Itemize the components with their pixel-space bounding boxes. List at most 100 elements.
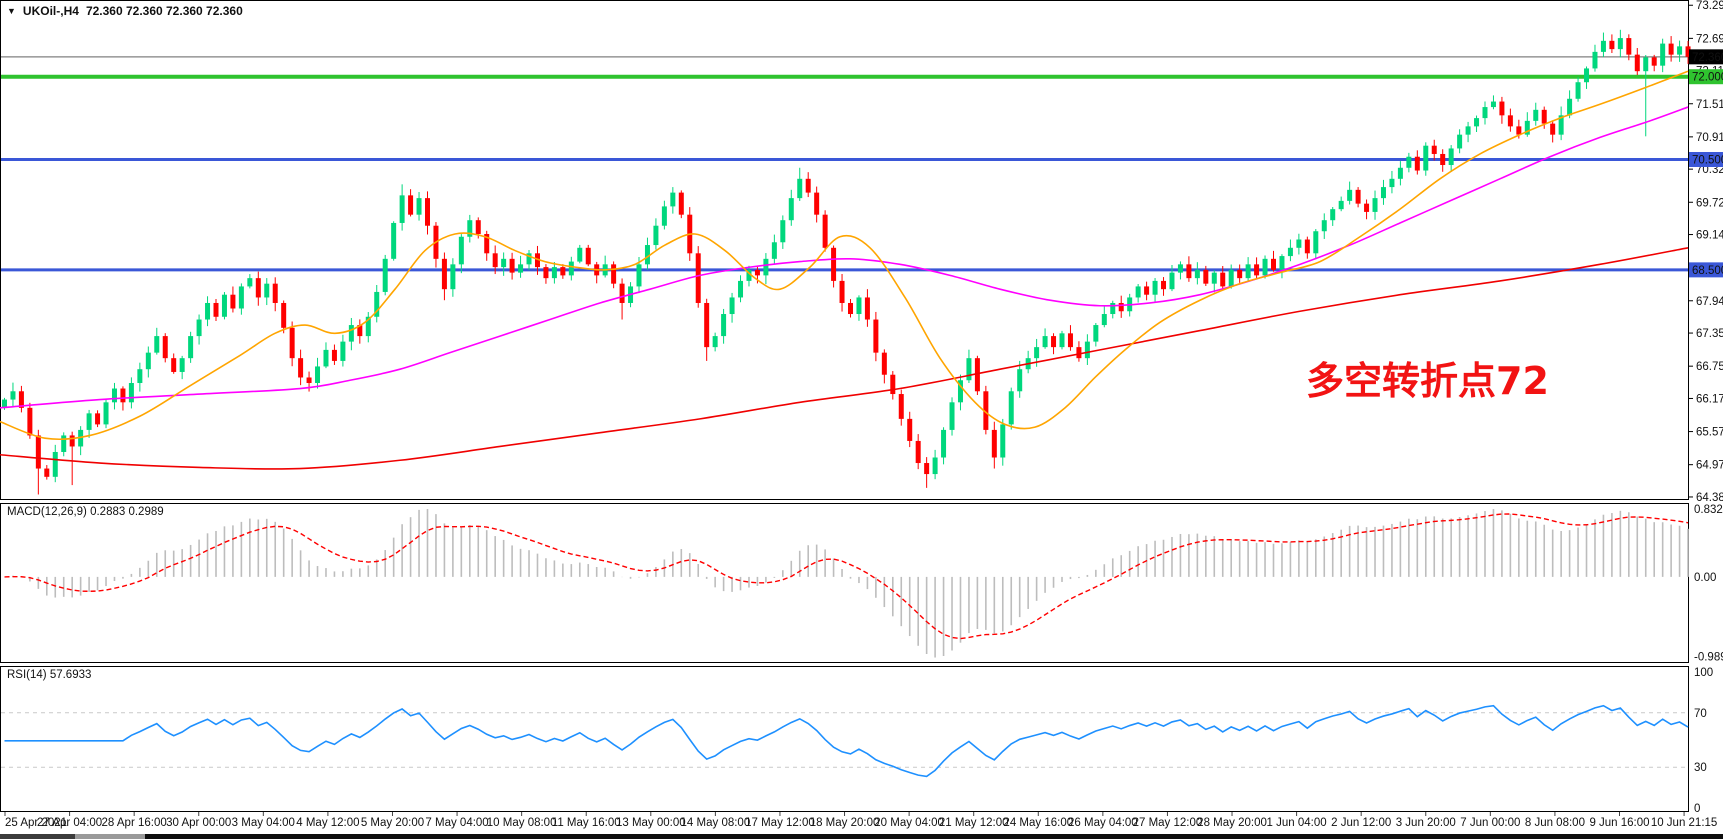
time-axis-label: 28 May 20:00	[1197, 817, 1267, 829]
time-axis-label: 18 May 20:00	[810, 817, 880, 829]
candle-body	[298, 358, 304, 378]
candle-body	[1533, 109, 1539, 121]
candle-body	[1237, 269, 1243, 279]
candle-body	[1093, 325, 1099, 342]
time-axis-label: 3 May 04:00	[232, 817, 295, 829]
price-axis-tick-label: 69.140	[1696, 230, 1723, 242]
candle-body	[475, 220, 481, 234]
candle-body	[1685, 46, 1691, 57]
candle-body	[754, 269, 760, 276]
candle-body	[467, 220, 473, 237]
candle-body	[678, 192, 684, 215]
candle-body	[1668, 43, 1674, 55]
candle-body	[416, 198, 422, 215]
price-axis-tick-label: 70.325	[1696, 164, 1723, 176]
time-axis-label: 10 May 08:00	[487, 817, 557, 829]
price-axis-tick-label: 64.385	[1696, 492, 1723, 504]
candle-body	[907, 418, 913, 441]
candle-body	[814, 192, 820, 215]
rsi-panel[interactable]	[0, 666, 1689, 812]
candle-body	[1558, 115, 1564, 135]
candle-body	[188, 336, 194, 359]
time-axis-label: 1 Jun 04:00	[1267, 817, 1327, 829]
time-axis-label: 27 May 12:00	[1133, 817, 1203, 829]
candle-body	[1076, 347, 1082, 359]
candle-body	[103, 402, 109, 425]
candle-body	[1541, 109, 1547, 124]
candle-body	[1008, 391, 1014, 425]
current-price-badge	[1689, 49, 1723, 65]
candle-body	[145, 352, 151, 370]
horizontal-scrollbar-segment-0[interactable]	[0, 834, 75, 839]
candle-body	[721, 314, 727, 337]
candle-body	[1186, 264, 1192, 279]
candle-body	[1406, 156, 1412, 168]
candle-body	[52, 451, 58, 477]
candle-body	[661, 206, 667, 226]
candle-body	[69, 435, 75, 447]
candle-body	[348, 325, 354, 342]
candle-body	[1338, 200, 1344, 210]
chart-annotation-text[interactable]: 多空转折点72	[1306, 359, 1549, 403]
candle-body	[1474, 118, 1480, 127]
main-chart-panel[interactable]	[0, 0, 1689, 500]
candle-body	[1465, 126, 1471, 135]
candle-body	[949, 402, 955, 430]
candle-body	[179, 358, 185, 372]
candle-body	[205, 302, 211, 320]
candle-body	[1051, 336, 1057, 348]
candle-body	[1507, 115, 1513, 127]
candle-body	[518, 264, 524, 273]
time-axis-label: 25 Apr 2021	[5, 817, 67, 829]
candle-body	[1042, 336, 1048, 348]
candle-body	[839, 280, 845, 303]
price-axis-tick-label: 66.755	[1696, 361, 1723, 373]
candle-body	[501, 258, 507, 268]
ma-slow-red-line	[0, 247, 1689, 470]
symbol-dropdown-icon[interactable]: ▼	[7, 5, 16, 16]
candle-body	[644, 245, 650, 265]
macd-axis-zero-label: 0.00	[1694, 572, 1716, 584]
price-level-badge-72.000-text: 72.000	[1692, 72, 1723, 84]
time-axis-label: 8 Jun 08:00	[1525, 817, 1585, 829]
candle-body	[788, 198, 794, 221]
candle-body	[873, 319, 879, 353]
price-level-badge-70.500	[1689, 151, 1723, 167]
macd-panel[interactable]	[0, 503, 1689, 663]
candle-body	[1617, 38, 1623, 50]
candle-body	[712, 336, 718, 348]
candle-body	[1448, 148, 1454, 166]
candle-body	[1017, 369, 1023, 392]
candle-body	[323, 349, 329, 367]
candle-body	[543, 267, 549, 279]
candle-body	[162, 336, 168, 359]
time-axis-label: 17 May 12:00	[745, 817, 815, 829]
macd-signal-line	[4, 513, 1689, 640]
candle-body	[577, 247, 583, 262]
candle-body	[1279, 256, 1285, 270]
rsi-line	[4, 704, 1689, 778]
candle-body	[1321, 220, 1327, 232]
candle-body	[864, 297, 870, 320]
candle-body	[1431, 145, 1437, 154]
time-axis-label: 5 May 20:00	[361, 817, 424, 829]
candle-body	[1000, 424, 1006, 458]
candle-body	[941, 429, 947, 458]
horizontal-scrollbar-segment-2[interactable]	[145, 834, 1723, 839]
candle-body	[44, 468, 50, 477]
candle-body	[272, 283, 278, 303]
candle-body	[331, 349, 337, 361]
candle-body	[1203, 269, 1209, 284]
time-axis-label: 21 May 12:00	[939, 817, 1009, 829]
candle-body	[1575, 82, 1581, 99]
candle-body	[1592, 51, 1598, 69]
candle-body	[1296, 239, 1302, 248]
time-axis-label: 14 May 08:00	[681, 817, 751, 829]
candle-body	[898, 394, 904, 419]
candle-body	[822, 214, 828, 248]
horizontal-scrollbar-segment-1[interactable]	[75, 834, 145, 839]
candle-body	[111, 388, 117, 403]
macd-indicator-label: MACD(12,26,9) 0.2883 0.2989	[7, 506, 164, 518]
current-price-badge-text: 72.360	[1692, 52, 1723, 64]
